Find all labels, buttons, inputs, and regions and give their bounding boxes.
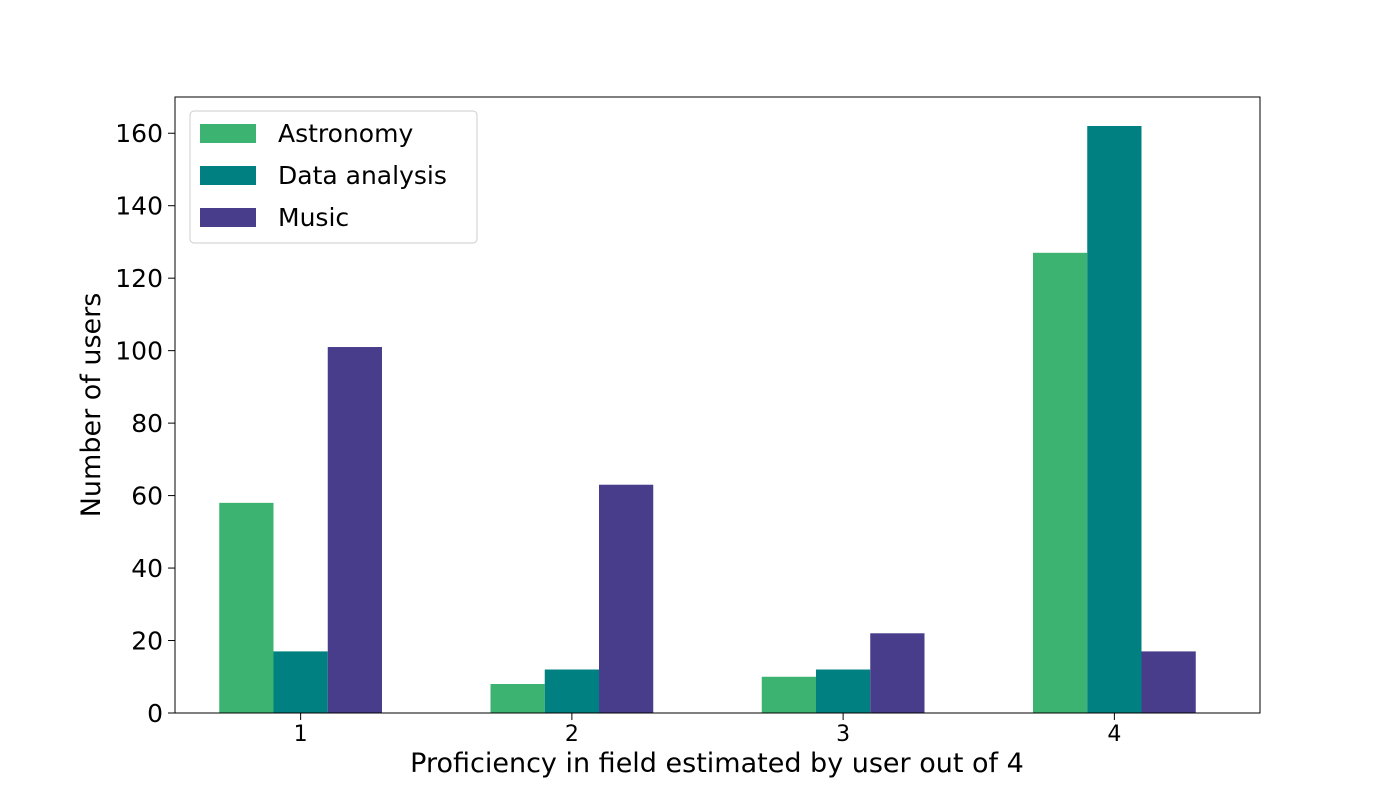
legend-label-music: Music <box>278 203 349 232</box>
legend-swatch-data-analysis <box>200 166 256 185</box>
bars-layer <box>219 125 1196 714</box>
legend-label-data-analysis: Data analysis <box>278 161 447 190</box>
y-tick-label: 140 <box>115 192 163 221</box>
legend-label-astronomy: Astronomy <box>278 119 413 148</box>
bar-astronomy-3 <box>761 676 816 713</box>
y-tick-label: 100 <box>115 337 163 366</box>
x-axis: 1 2 3 4 <box>294 713 1121 747</box>
x-tick-label: 2 <box>565 722 579 747</box>
y-tick-label: 60 <box>131 482 163 511</box>
y-tick-label: 40 <box>131 554 163 583</box>
plot-frame <box>174 96 1261 714</box>
y-axis: 0 20 40 60 80 100 120 140 160 <box>115 119 175 728</box>
bar-astronomy-4 <box>1033 252 1088 713</box>
legend-frame <box>189 110 478 244</box>
legend-swatch-music <box>200 208 256 227</box>
bar-data-analysis-3 <box>816 669 871 713</box>
y-tick-label: 160 <box>115 119 163 148</box>
bar-data-analysis-2 <box>544 669 599 713</box>
bar-music-3 <box>870 633 925 713</box>
x-tick-label: 4 <box>1107 722 1121 747</box>
x-tick-label: 3 <box>836 722 850 747</box>
bar-data-analysis-4 <box>1087 125 1142 714</box>
legend-swatch-astronomy <box>200 124 256 143</box>
y-tick-label: 120 <box>115 264 163 293</box>
legend: Astronomy Data analysis Music <box>189 110 478 244</box>
bar-music-2 <box>599 484 654 713</box>
x-axis-title: Proficiency in field estimated by user o… <box>410 748 1024 779</box>
y-tick-label: 80 <box>131 409 163 438</box>
y-tick-label: 20 <box>131 627 163 656</box>
bar-music-1 <box>327 347 382 713</box>
y-tick-label: 0 <box>147 699 163 728</box>
bar-data-analysis-1 <box>273 651 328 713</box>
y-axis-title: Number of users <box>76 293 107 518</box>
x-tick-label: 1 <box>294 722 308 747</box>
bar-music-4 <box>1141 651 1196 713</box>
bar-astronomy-1 <box>219 502 274 713</box>
bar-astronomy-2 <box>490 684 545 713</box>
